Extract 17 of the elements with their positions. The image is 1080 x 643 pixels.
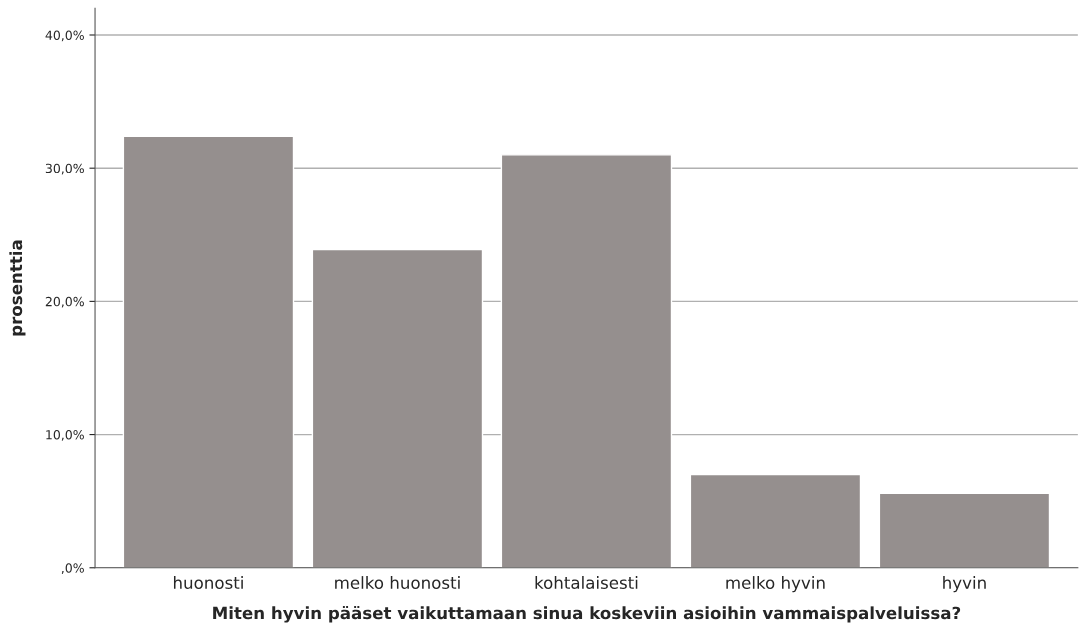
y-tick-label: 30,0% [45,163,84,175]
x-tick-label: huonosti [173,576,243,589]
x-tick-label: hyvin [943,576,986,593]
y-tick-label: 10,0% [46,430,84,441]
x-tick-label: melko huonosti [335,576,460,589]
y-tick-label: 20,0% [45,296,84,308]
bar [122,135,295,568]
y-tick-label: 40,0% [45,30,84,42]
x-tick-label: kohtalaisesti [535,576,638,589]
y-tick-label: ,0% [61,563,84,574]
bar [878,492,1051,568]
bar [500,154,673,568]
y-axis-title: prosenttia [9,240,26,336]
bar [689,473,862,568]
x-tick-label: melko hyvin [726,576,825,593]
bar [311,248,484,568]
x-axis-title: Miten hyvin pääset vaikuttamaan sinua koskeviin asioihin vammaispalveluissa? [213,606,961,623]
